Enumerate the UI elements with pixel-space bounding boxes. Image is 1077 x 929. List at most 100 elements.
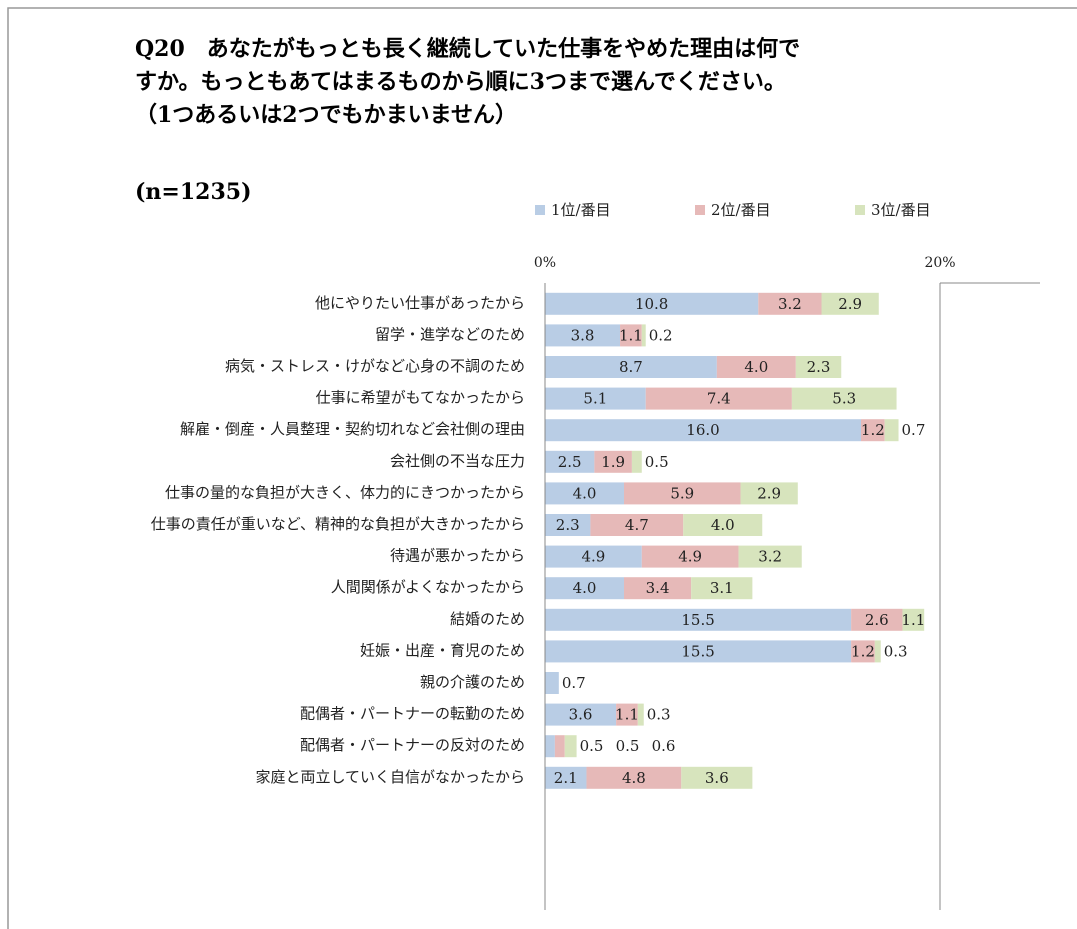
value-label: 1.9 [601,453,625,471]
category-label: 留学・進学などのため [375,325,525,343]
chart-title: Q20 あなたがもっとも長く継続していた仕事をやめた理由は何で [135,36,800,62]
value-label: 4.0 [573,484,597,502]
bar-segment [545,703,617,726]
category-label: 親の介護のため [420,673,525,691]
bar-segment [681,766,753,789]
value-label: 1.1 [619,326,643,344]
value-label: 7.4 [707,390,731,408]
value-label: 4.8 [622,769,646,787]
x-tick-label: 20% [924,255,955,271]
value-label: 4.7 [625,516,649,534]
value-label: 0.3 [884,642,908,660]
chart-title: （1つあるいは2つでもかまいません） [135,102,517,128]
legend-swatch [535,205,545,215]
value-label: 3.4 [646,579,670,597]
value-label: 4.9 [581,548,605,566]
category-label: 人間関係がよくなかったから [331,578,525,596]
bar-segment [590,514,684,536]
bar-segment [851,640,875,663]
value-label: 1.2 [861,421,885,439]
bar-segment [758,292,822,315]
value-label: 1.1 [901,611,925,629]
category-label: 会社側の不当な圧力 [390,452,525,470]
bar-segment [624,482,741,505]
legend-label: 3位/番目 [871,201,931,219]
bar-segment [545,608,852,631]
category-label: 結婚のため [450,610,525,628]
category-label: 配偶者・パートナーの反対のため [300,736,525,754]
value-label: 0.5 [616,737,640,755]
bar-segment [874,640,881,663]
value-label: 3.8 [571,326,595,344]
bar-segment [545,419,861,442]
bar-segment [738,545,802,568]
bar-segment [545,672,559,694]
value-label: 10.8 [635,295,668,313]
bar-segment [620,324,642,347]
bar-segment [545,450,595,473]
value-label: 2.3 [556,516,580,534]
value-label: 4.0 [711,516,735,534]
x-tick-label: 0% [534,255,556,271]
value-label: 5.9 [670,484,694,502]
value-label: 2.9 [838,295,862,313]
bar-segment [554,735,565,758]
frame [7,7,1077,929]
value-label: 3.6 [569,706,593,724]
value-label: 0.5 [645,453,669,471]
legend-swatch [855,205,865,215]
bar-segment [795,356,842,378]
value-label: 0.6 [652,737,676,755]
value-label: 2.5 [558,453,582,471]
bar-segment [545,514,591,536]
category-label: 待遇が悪かったから [390,547,525,565]
bar-segment [586,766,682,789]
bar-segment [616,703,638,726]
category-label: 仕事の量的な負担が大きく、体力的にきつかったから [165,483,525,501]
category-label: 他にやりたい仕事があったから [315,294,525,312]
bar-segment [545,766,587,789]
category-label: 仕事に希望がもてなかったから [316,389,525,407]
bar-segment [545,577,624,600]
value-label: 0.7 [902,421,926,439]
bar-segment [716,356,796,378]
bar-segment [545,735,555,758]
value-label: 0.2 [649,326,673,344]
legend-label: 1位/番目 [551,201,611,219]
value-label: 0.7 [562,674,586,692]
value-label: 15.5 [681,642,714,660]
bar-segment [545,356,717,378]
bar-segment [902,608,925,631]
value-label: 3.2 [778,295,802,313]
bar-segment [861,419,885,442]
bar-segment [691,577,753,600]
legend-label: 2位/番目 [711,201,771,219]
bar-segment [545,545,642,568]
category-label: 病気・ストレス・けがなど心身の不調のため [225,357,525,375]
value-label: 2.9 [757,484,781,502]
bar-segment [624,577,692,600]
bar-segment [821,292,879,315]
bar-segment [545,482,624,505]
bar-segment [884,419,899,442]
bar-segment [545,387,646,410]
value-label: 8.7 [619,358,643,376]
value-label: 2.6 [865,611,889,629]
value-label: 5.1 [583,390,607,408]
value-label: 5.3 [832,390,856,408]
value-label: 15.5 [681,611,714,629]
bar-segment [851,608,903,631]
bar-segment [545,324,621,347]
bar-segment [641,545,739,568]
category-label: 妊娠・出産・育児のため [360,641,525,659]
subtitle: (n=1235) [135,179,251,205]
value-label: 0.3 [647,706,671,724]
bar-segment [683,514,763,536]
category-label: 仕事の責任が重いなど、精神的な負担が大きかったから [151,515,525,533]
value-label: 3.2 [758,548,782,566]
value-label: 2.3 [807,358,831,376]
value-label: 2.1 [554,769,578,787]
bar-segment [594,450,632,473]
bar-segment [791,387,897,410]
category-label: 家庭と両立していく自信がなかったから [255,768,525,786]
